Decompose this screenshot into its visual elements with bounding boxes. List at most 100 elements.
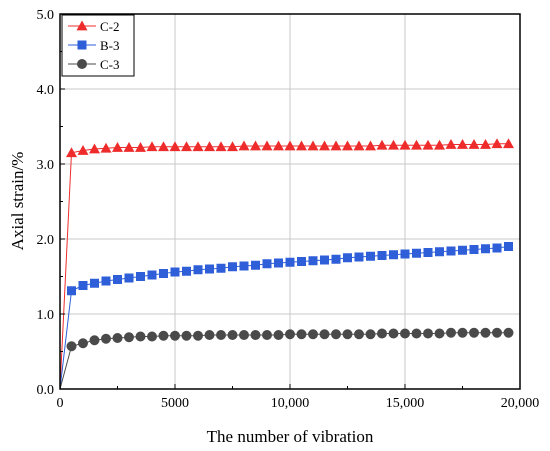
data-point-c-2 <box>353 140 365 151</box>
axis-ticks: 0 5000 10,000 15,000 20,000 0.0 1.0 2.0 3.0 4.0 5.… <box>37 8 540 411</box>
data-point-b-3 <box>320 255 329 265</box>
data-point-c-2 <box>261 140 273 151</box>
legend-marker-c-3 <box>77 59 87 69</box>
data-point-c-2 <box>468 139 480 149</box>
data-point-c-2 <box>273 140 284 151</box>
data-point-b-3 <box>251 260 260 270</box>
data-point-c-2 <box>238 140 250 151</box>
data-point-c-3 <box>492 327 502 338</box>
data-point-c-3 <box>400 328 410 339</box>
data-point-b-3 <box>469 245 479 254</box>
data-point-b-3 <box>377 251 387 260</box>
x-tick-label: 10,000 <box>271 396 310 411</box>
data-point-c-3 <box>331 329 341 340</box>
data-point-b-3 <box>297 257 306 266</box>
data-point-c-3 <box>365 329 376 340</box>
data-point-c-3 <box>308 329 318 340</box>
data-point-b-3 <box>124 273 134 283</box>
series-b-3 <box>59 242 513 390</box>
x-tick-label: 15,000 <box>386 396 425 411</box>
data-point-c-3 <box>78 338 88 349</box>
data-point-b-3 <box>412 248 421 258</box>
x-axis-title: The number of vibration <box>207 427 374 446</box>
series-line-b-3 <box>59 246 509 390</box>
data-point-c-2 <box>250 140 261 151</box>
data-point-c-3 <box>158 330 169 341</box>
series-layer <box>59 138 514 390</box>
data-point-c-3 <box>457 327 468 338</box>
data-point-c-2 <box>204 141 215 152</box>
data-point-b-3 <box>228 262 237 272</box>
data-point-b-3 <box>458 245 467 255</box>
data-point-c-2 <box>169 141 181 152</box>
data-point-c-3 <box>285 329 295 340</box>
data-point-b-3 <box>285 257 295 267</box>
data-point-c-3 <box>250 330 261 340</box>
data-point-c-2 <box>457 139 468 149</box>
data-point-b-3 <box>389 250 398 260</box>
data-point-c-2 <box>399 139 411 150</box>
data-point-c-3 <box>181 330 192 341</box>
data-point-b-3 <box>90 278 99 288</box>
data-point-c-3 <box>388 328 399 339</box>
data-point-c-3 <box>503 327 514 338</box>
data-point-b-3 <box>435 247 444 257</box>
x-tick-label: 5000 <box>161 396 189 411</box>
data-point-c-2 <box>445 139 457 149</box>
data-point-b-3 <box>67 286 76 296</box>
data-point-c-3 <box>446 327 456 338</box>
data-point-c-2 <box>158 141 169 152</box>
data-point-c-3 <box>354 329 364 340</box>
data-point-c-2 <box>307 140 319 151</box>
series-line-c-2 <box>59 143 509 390</box>
data-point-b-3 <box>78 281 88 290</box>
legend-label-c-2: C-2 <box>100 19 120 34</box>
data-point-c-2 <box>480 139 491 149</box>
x-tick-label: 20,000 <box>501 396 540 411</box>
data-point-c-2 <box>135 142 146 152</box>
data-point-b-3 <box>159 269 168 278</box>
legend-marker-b-3 <box>77 40 87 50</box>
data-point-c-3 <box>480 327 491 338</box>
series-line-c-3 <box>59 332 509 390</box>
data-point-c-2 <box>491 138 503 149</box>
data-point-b-3 <box>101 276 111 286</box>
data-point-c-2 <box>112 142 123 152</box>
data-point-c-3 <box>469 327 479 338</box>
data-point-c-2 <box>215 141 227 152</box>
data-point-c-2 <box>181 141 192 152</box>
data-point-c-2 <box>296 140 307 151</box>
y-tick-label: 3.0 <box>37 158 55 173</box>
data-point-b-3 <box>354 252 364 262</box>
data-point-c-3 <box>204 330 215 340</box>
data-point-c-3 <box>434 328 445 339</box>
data-point-b-3 <box>147 270 157 280</box>
data-point-c-2 <box>342 140 353 151</box>
data-point-c-3 <box>135 331 146 342</box>
legend: C-2 B-3 C-3 <box>61 14 135 77</box>
data-point-c-2 <box>434 139 445 150</box>
data-point-c-3 <box>239 330 249 340</box>
legend-label-b-3: B-3 <box>100 38 120 53</box>
data-point-b-3 <box>205 264 214 274</box>
data-point-c-2 <box>227 141 238 152</box>
series-c-3 <box>59 327 514 390</box>
series-c-2 <box>59 138 514 390</box>
data-point-c-2 <box>123 142 135 152</box>
data-point-c-2 <box>66 147 77 158</box>
data-point-c-3 <box>193 330 203 341</box>
data-point-b-3 <box>343 253 352 263</box>
y-tick-label: 0.0 <box>37 383 55 398</box>
data-point-c-3 <box>101 333 111 344</box>
data-point-c-3 <box>66 341 77 352</box>
data-point-c-3 <box>124 332 134 343</box>
data-point-c-2 <box>388 139 399 150</box>
data-point-c-3 <box>319 329 330 340</box>
data-point-b-3 <box>136 272 145 281</box>
data-point-c-2 <box>365 140 376 151</box>
data-point-b-3 <box>423 248 433 257</box>
data-point-b-3 <box>262 259 272 269</box>
legend-marker-c-2 <box>76 20 88 31</box>
data-point-c-3 <box>273 330 284 340</box>
